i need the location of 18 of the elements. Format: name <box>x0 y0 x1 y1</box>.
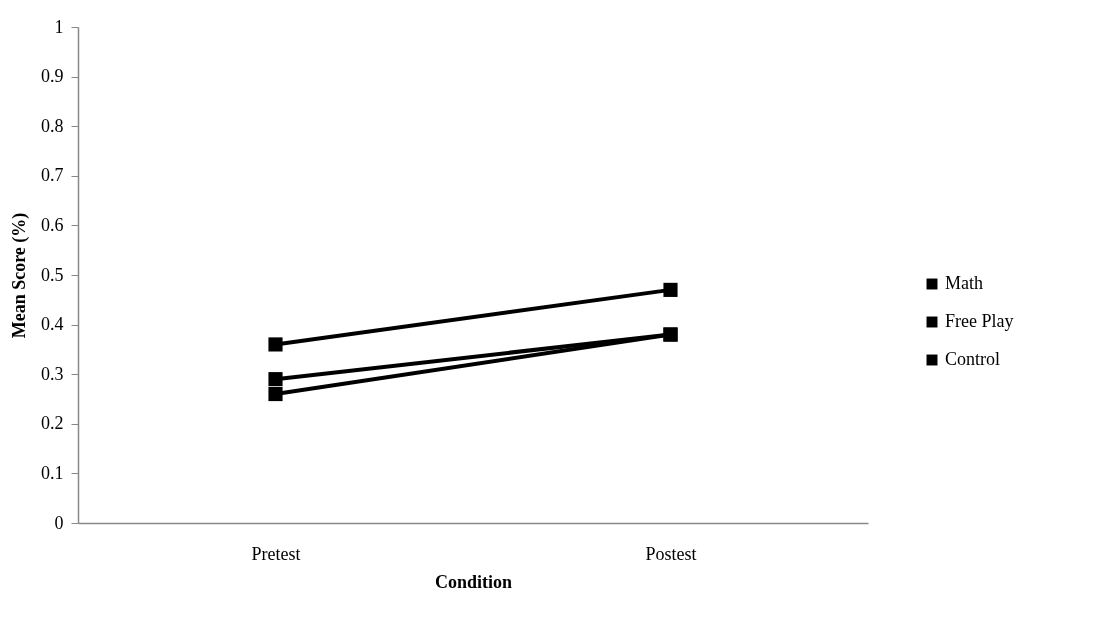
y-tick-label: 0.5 <box>41 264 64 285</box>
y-tick-label: 0.3 <box>41 363 64 384</box>
x-axis-title: Condition <box>434 571 513 592</box>
x-tick-label: Postest <box>645 543 697 564</box>
y-tick-label: 0.6 <box>41 214 64 235</box>
y-tick-label: 1 <box>54 16 64 37</box>
y-tick-label: 0 <box>54 512 64 533</box>
legend-label: Free Play <box>945 311 1014 331</box>
y-tick-label: 0.4 <box>41 314 64 335</box>
y-tick-label: 0.7 <box>41 165 64 186</box>
legend-label: Math <box>945 273 983 293</box>
y-tick-label: 0.8 <box>41 115 64 136</box>
y-axis-title: Mean Score (%) <box>9 212 30 339</box>
y-tick-label: 0.9 <box>41 66 64 87</box>
y-tick-label: 0.2 <box>41 413 64 434</box>
y-tick-label: 0.1 <box>41 462 64 483</box>
x-tick-label: Pretest <box>251 543 301 564</box>
legend-label: Control <box>945 349 1001 369</box>
